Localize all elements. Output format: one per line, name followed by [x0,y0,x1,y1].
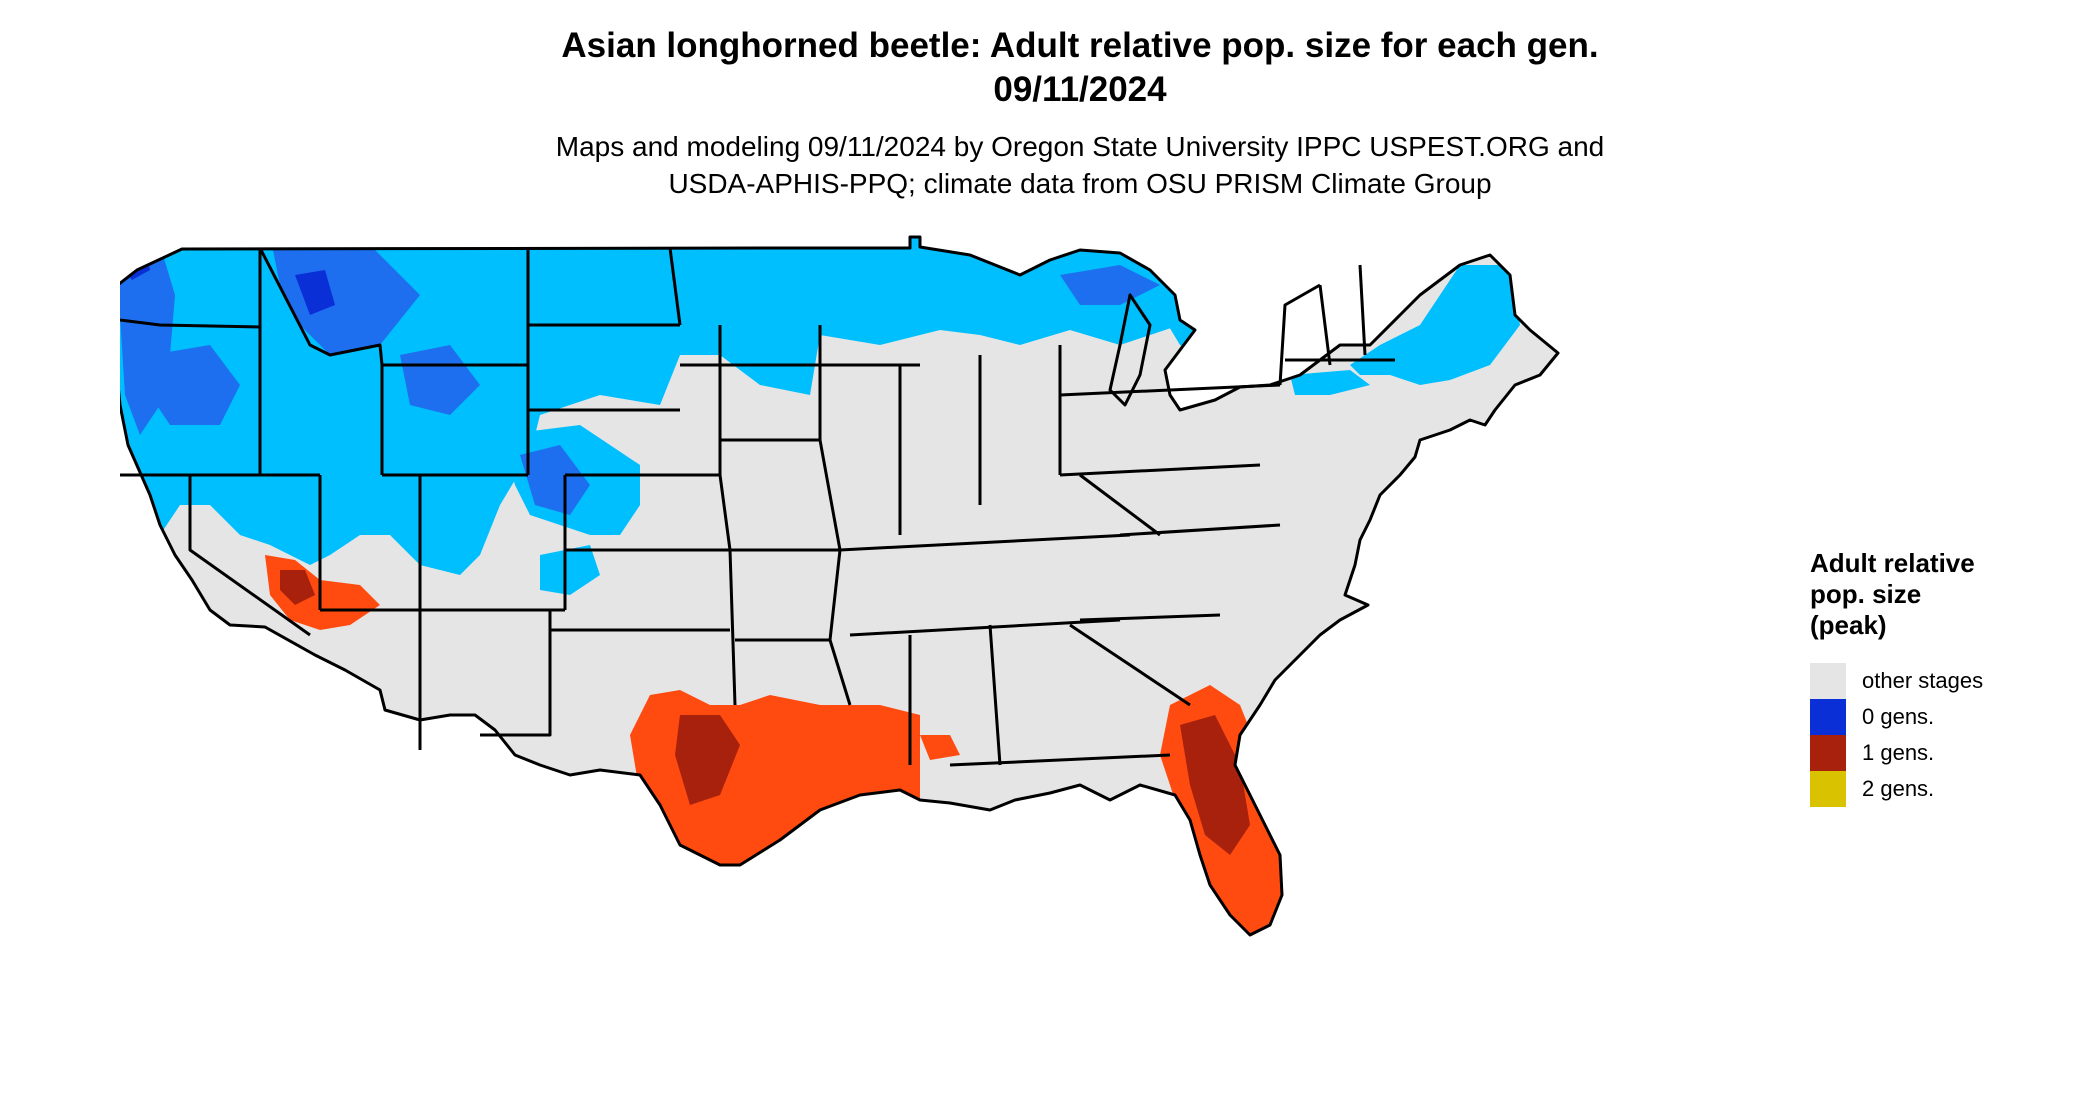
us-map [120,235,1780,1115]
legend-label-other-stages: other stages [1862,668,1984,693]
zero-gens-mountain-superior [1060,265,1160,305]
legend-title-line-1: Adult relative [1810,548,1975,578]
legend-title-line-2: pop. size [1810,579,1922,609]
zero-gens-mountain-wyoming [400,345,480,415]
border-nc-sc [1079,613,1221,622]
border-al-ga [988,624,1002,766]
border-nh-me [1358,264,1367,356]
border-ga-sc [1069,623,1191,707]
zero-gens-region-nm-highlands [540,545,600,595]
border-plains-east [718,325,737,706]
zero-gens-dark-rockies [295,270,335,315]
legend-label-2-gens: 2 gens. [1862,776,1935,801]
legend-label-0-gens: 0 gens. [1862,704,1935,729]
border-nm-tx [480,610,552,737]
legend-swatch-2-gens [1810,771,1846,807]
one-gen-region-gulf-texas [630,690,920,875]
zero-gens-region-northeast [1350,265,1520,385]
legend-item-2-gens: 2 gens. [1810,771,2090,807]
map-land-layer [120,237,1558,935]
zero-gens-mountain-oregon [150,345,240,425]
zero-gens-region-ny [1290,370,1370,395]
border-pa-south [1059,463,1261,477]
state-borders [120,235,1560,937]
legend-label-1-gens: 1 gens. [1862,740,1935,765]
one-gen-region-louisiana [920,735,960,760]
legend-item-1-gens: 1 gens. [1810,735,2090,771]
map-subtitle-line-2: USDA-APHIS-PPQ; climate data from OSU PR… [668,168,1492,199]
zero-gens-mountain-colorado [520,445,590,515]
lake-michigan-outline [1108,293,1152,407]
legend-item-other-stages: other stages [1810,663,2090,699]
border-nd-mn [668,247,682,326]
border-id-mt [258,247,384,366]
legend-swatch-1-gens [1810,735,1846,771]
border-vt-nh [1318,284,1332,366]
border-ga-fl [949,753,1171,767]
map-title-date: 09/11/2024 [993,70,1167,109]
map-subtitle-line-1: Maps and modeling 09/11/2024 by Oregon S… [555,131,1605,162]
legend: Adult relative pop. size (peak) other st… [1810,548,2090,807]
zero-gens-mountain-idaho [270,237,420,355]
border-wa-or [120,318,261,329]
border-pa-ny [1059,383,1281,397]
border-ca-nv [188,475,311,637]
legend-item-0-gens: 0 gens. [1810,699,2090,735]
border-wv-va [1079,473,1161,537]
border-va-nc [1119,523,1281,537]
legend-swatch-0-gens [1810,699,1846,735]
border-ny-ne [1278,283,1321,386]
one-gen-region-texas-core [675,715,740,805]
us-map-svg [120,235,1560,937]
one-gen-region-florida-core [1180,715,1250,855]
border-tn-south [849,618,1121,637]
border-ky-tn [839,533,1131,552]
legend-swatch-other-stages [1810,663,1846,699]
one-gen-region-arizona-core [280,570,315,605]
map-title-line-1: Asian longhorned beetle: Adult relative … [561,26,1599,65]
legend-title-line-3: (peak) [1810,610,1887,640]
